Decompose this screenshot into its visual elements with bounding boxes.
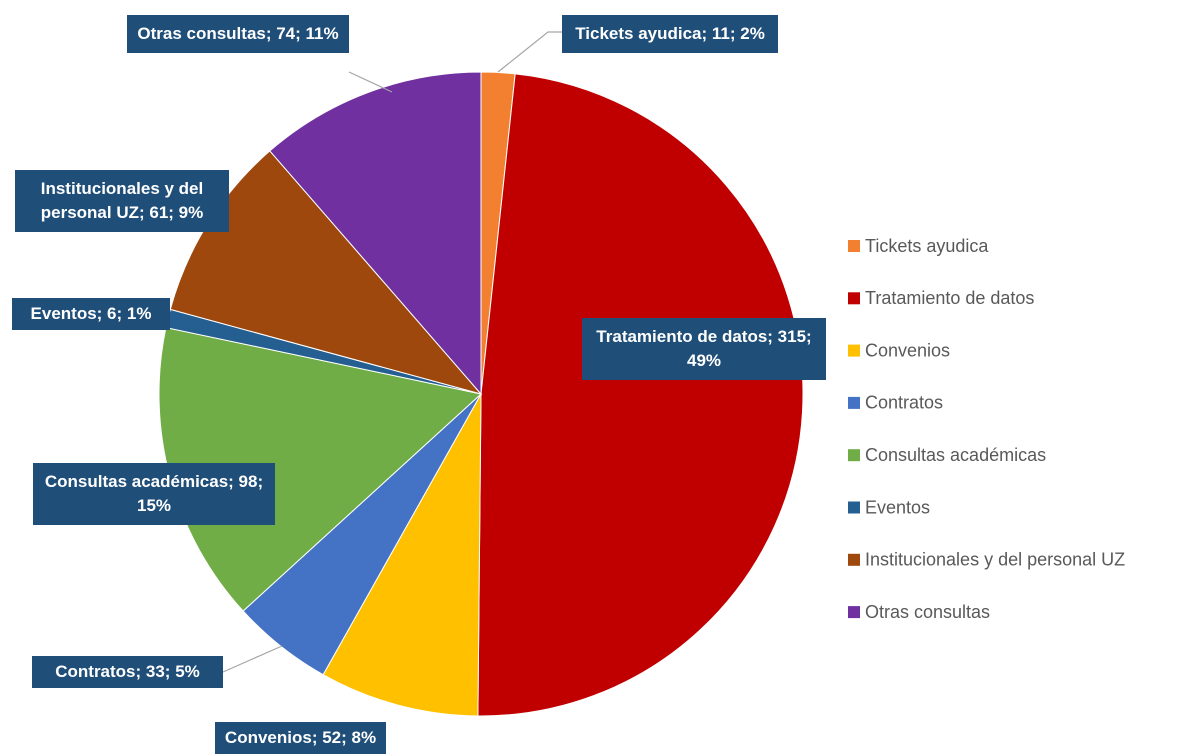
data-label: Convenios; 52; 8% xyxy=(215,722,386,754)
legend-swatch xyxy=(848,292,860,305)
legend-swatch xyxy=(848,501,860,514)
data-label: Tratamiento de datos; 315; 49% xyxy=(582,318,826,380)
legend-label: Eventos xyxy=(865,497,930,517)
legend-swatch xyxy=(848,240,860,252)
legend-swatch xyxy=(848,344,860,357)
legend-swatch xyxy=(848,396,860,409)
leader-line xyxy=(348,71,393,93)
data-label: Otras consultas; 74; 11% xyxy=(127,15,349,53)
data-label: Eventos; 6; 1% xyxy=(12,298,170,330)
legend-label: Consultas académicas xyxy=(865,445,1046,465)
legend-label: Institucionales y del personal UZ xyxy=(865,550,1125,570)
legend-label: Contratos xyxy=(865,393,943,413)
data-label: Contratos; 33; 5% xyxy=(32,656,223,688)
pie-slice xyxy=(322,393,482,717)
legend-label: Convenios xyxy=(865,340,950,360)
pie-slice xyxy=(269,71,482,396)
legend-label: Otras consultas xyxy=(865,602,990,622)
data-label: Consultas académicas; 98; 15% xyxy=(33,463,275,525)
legend-swatch xyxy=(848,553,860,566)
leader-line xyxy=(497,31,562,73)
pie-slice xyxy=(477,73,804,717)
leader-line xyxy=(222,645,283,673)
legend-label: Tickets ayudica xyxy=(865,236,989,256)
legend-swatch xyxy=(848,449,860,462)
legend-swatch xyxy=(848,606,860,619)
data-label: Institucionales y del personal UZ; 61; 9… xyxy=(15,170,229,232)
legend-label: Tratamiento de datos xyxy=(865,288,1034,308)
data-label: Tickets ayudica; 11; 2% xyxy=(562,15,778,53)
